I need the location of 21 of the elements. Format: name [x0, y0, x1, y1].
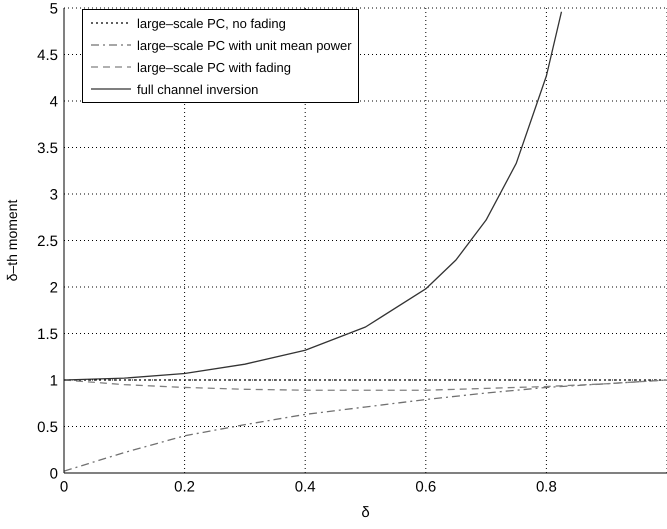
y-tick-label: 1.5 [37, 326, 58, 343]
y-axis-title: δ–th moment [4, 200, 20, 282]
y-tick-label: 5 [50, 0, 58, 18]
x-tick-label: 0.4 [294, 478, 316, 496]
legend-label: full channel inversion [137, 82, 258, 96]
x-tick-label: 0.2 [174, 478, 196, 496]
x-tick-label: 0.6 [415, 478, 436, 496]
y-tick-label: 3.5 [37, 140, 58, 157]
y-tick-label: 0 [50, 465, 58, 482]
y-tick-label: 1 [50, 372, 58, 390]
y-tick-label: 0.5 [37, 418, 58, 436]
x-axis-title: δ [361, 504, 370, 521]
y-tick-label: 4.5 [37, 46, 58, 64]
legend-label: large–scale PC, no fading [137, 16, 286, 30]
legend-label: large–scale PC with unit mean power [137, 38, 352, 52]
y-tick-label: 3 [50, 186, 58, 204]
y-tick-label: 2 [50, 279, 58, 296]
y-tick-label: 2.5 [37, 232, 58, 250]
x-tick-label: 0.8 [536, 478, 557, 496]
legend-label: large–scale PC with fading [137, 60, 291, 74]
y-tick-label: 4 [50, 93, 58, 110]
